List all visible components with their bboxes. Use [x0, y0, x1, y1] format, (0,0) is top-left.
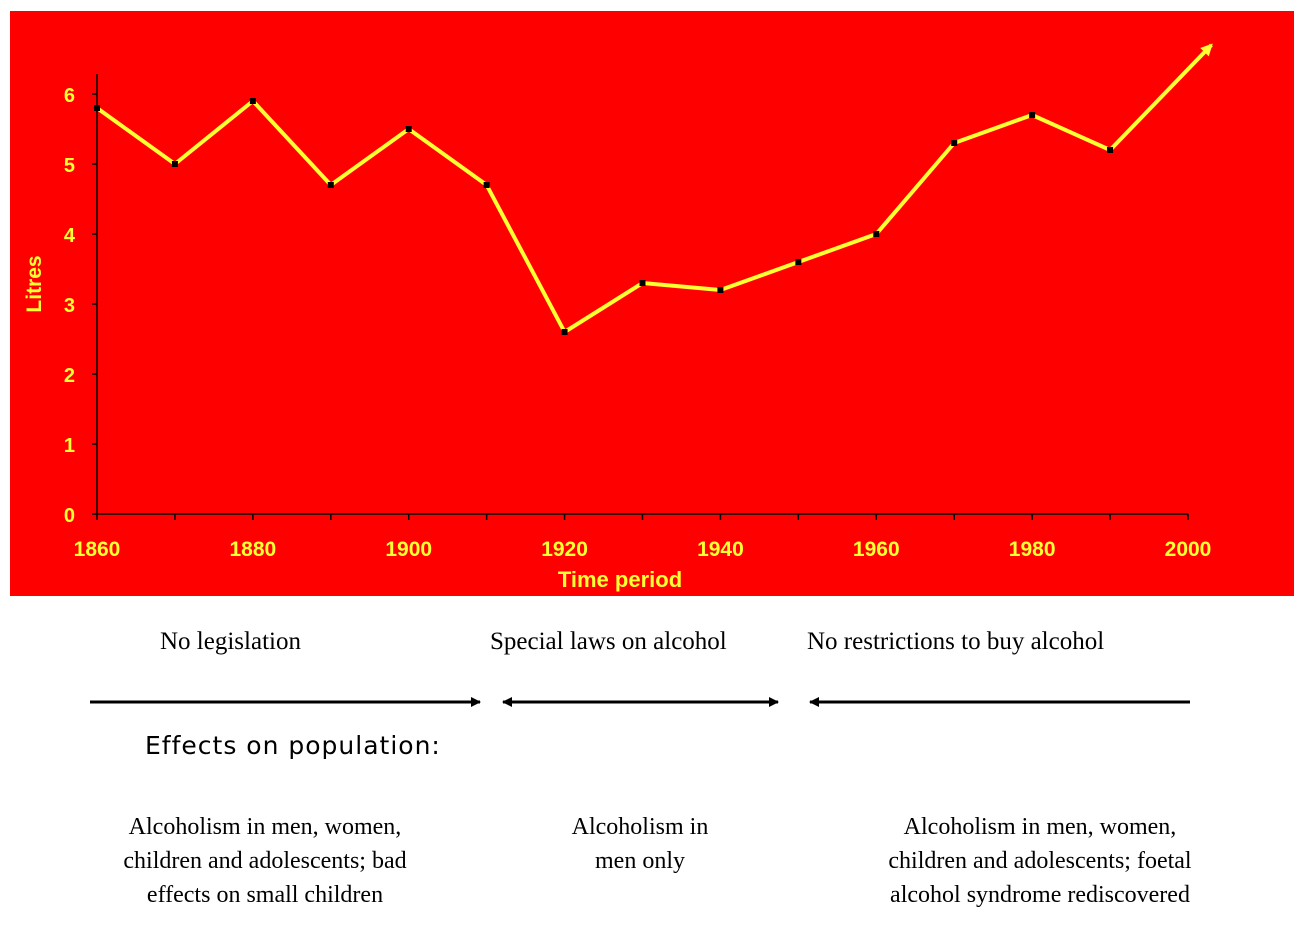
x-axis-title: Time period	[558, 567, 682, 592]
x-tick-label: 1900	[385, 538, 432, 561]
data-point	[483, 182, 490, 188]
period-label-special-laws: Special laws on alcohol	[490, 628, 727, 655]
period-arrows	[90, 697, 1190, 707]
data-point	[795, 259, 802, 265]
period-label-no-legislation: No legislation	[160, 628, 301, 655]
y-tick-label: 5	[64, 155, 75, 177]
data-point	[405, 126, 412, 132]
x-tick-label: 2000	[1165, 538, 1212, 561]
effect-text-no-restrictions: Alcoholism in men, women, children and a…	[888, 814, 1192, 908]
x-tick-label: 1940	[697, 538, 744, 561]
chart-panel: 0 1 2 3 4 5 6 1860 1880 1900 1920 1940 1960 1980 2000 T…	[10, 11, 1294, 596]
data-point	[717, 287, 724, 293]
y-tick-label: 6	[64, 85, 75, 107]
data-point	[639, 280, 646, 286]
effects-heading: Effects on population:	[145, 731, 441, 760]
x-tick-label: 1960	[853, 538, 900, 561]
effect-text-special-laws: Alcoholism in men only	[571, 814, 709, 874]
data-point	[1107, 147, 1114, 153]
y-axis-title: Litres	[23, 255, 46, 312]
data-point	[171, 161, 178, 167]
effect-text-no-legislation: Alcoholism in men, women, children and a…	[123, 814, 407, 908]
y-tick-label: 4	[64, 225, 76, 247]
data-point	[327, 182, 334, 188]
y-tick-label: 1	[64, 435, 75, 457]
x-tick-label: 1980	[1009, 538, 1056, 561]
x-tick-label: 1860	[74, 538, 121, 561]
y-tick-label: 0	[64, 505, 75, 527]
x-tick-label: 1920	[541, 538, 588, 561]
data-point	[561, 329, 568, 335]
line-chart: 0 1 2 3 4 5 6 1860 1880 1900 1920 1940 1960 1980 2000 T…	[23, 43, 1213, 592]
data-point	[951, 140, 958, 146]
data-point	[873, 231, 880, 237]
y-tick-label: 3	[64, 295, 75, 317]
y-tick-label: 2	[64, 365, 75, 387]
series-line	[95, 43, 1213, 334]
x-tick-label: 1880	[229, 538, 276, 561]
data-point	[94, 105, 100, 111]
data-point	[249, 98, 256, 104]
period-label-no-restrictions: No restrictions to buy alcohol	[807, 628, 1105, 655]
data-point	[1029, 112, 1036, 118]
